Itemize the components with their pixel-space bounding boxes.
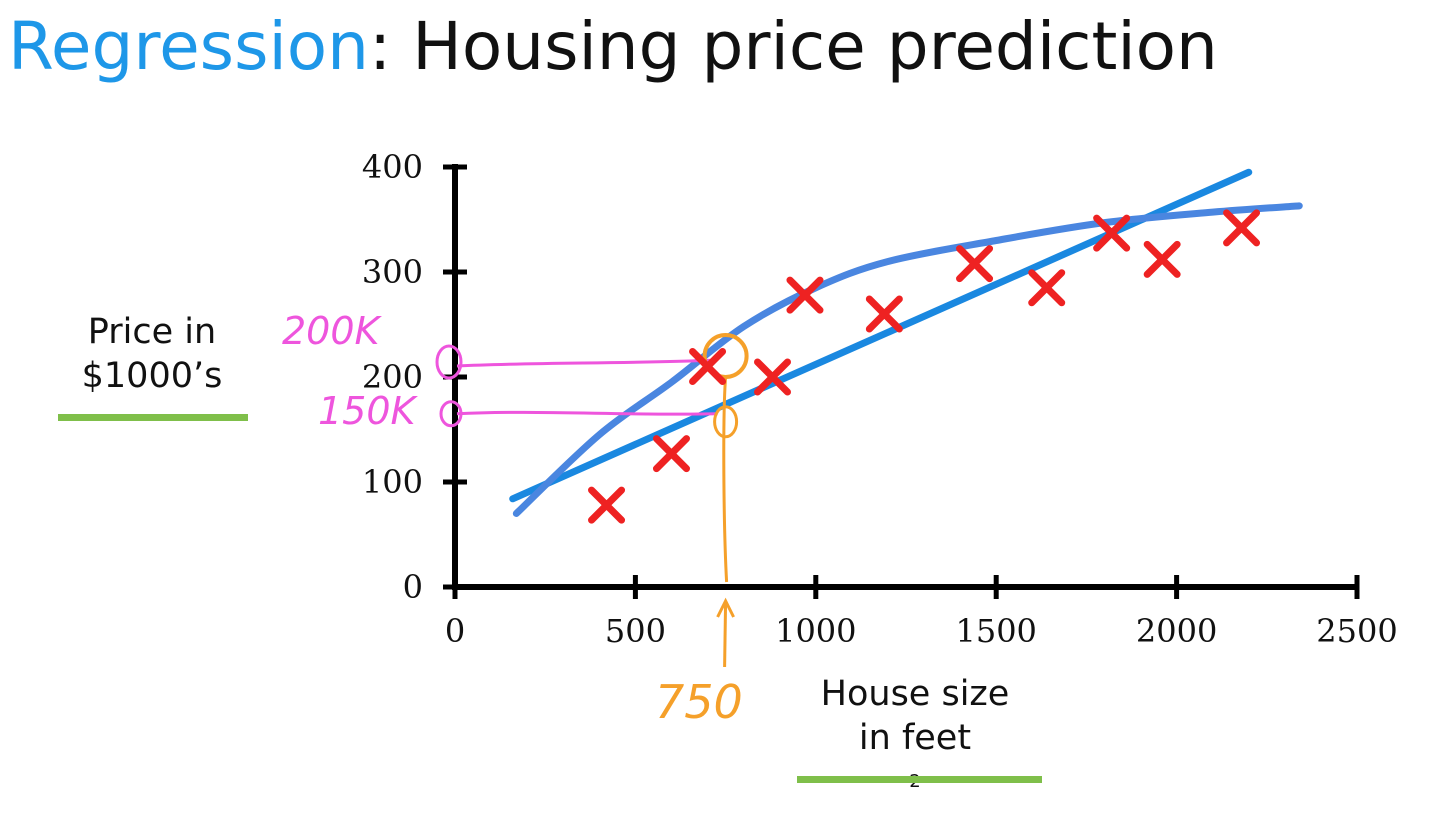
guide-line-200k bbox=[456, 358, 716, 368]
x-axis-label: House size in feet2 bbox=[790, 672, 1040, 814]
x-axis-label-unit: in feet bbox=[858, 718, 972, 758]
data-point bbox=[754, 358, 792, 396]
data-point bbox=[786, 276, 824, 314]
y-axis-label-line1: Price in bbox=[87, 312, 217, 352]
arrow-750-head bbox=[716, 597, 735, 618]
x-tick-label: 1000 bbox=[775, 612, 856, 650]
y-tick-label: 100 bbox=[362, 463, 423, 501]
title-rest: : Housing price prediction bbox=[369, 8, 1218, 85]
straight-fit-line bbox=[509, 168, 1253, 503]
annotation-150k: 150K bbox=[318, 389, 419, 433]
x-tick-label: 500 bbox=[605, 612, 666, 650]
y-axis-label: Price in $1000’s bbox=[62, 310, 242, 398]
arrow-750-shaft bbox=[723, 600, 728, 668]
page-title: Regression: Housing price prediction bbox=[8, 14, 1218, 80]
y-tick-label: 400 bbox=[362, 148, 423, 186]
tick-labels: 0 500 1000 1500 2000 2500 0 100 200 300 400 bbox=[362, 148, 1398, 650]
x-label-underline bbox=[797, 776, 1042, 783]
x-axis-label-line2: in feet2 bbox=[790, 716, 1040, 814]
curve-fit-line bbox=[512, 202, 1303, 517]
x-axis-label-line1: House size bbox=[820, 674, 1010, 714]
data-points bbox=[588, 209, 1261, 524]
data-point bbox=[865, 295, 903, 333]
data-point bbox=[1223, 209, 1261, 247]
data-point bbox=[1143, 240, 1181, 278]
fit-lines bbox=[509, 168, 1303, 517]
x-tick-label: 2500 bbox=[1316, 612, 1397, 650]
data-point bbox=[1093, 214, 1131, 252]
title-highlight: Regression bbox=[8, 8, 370, 85]
guide-line-150k bbox=[456, 410, 718, 416]
annotation-750: 750 bbox=[655, 675, 743, 729]
y-axis-label-line2: $1000’s bbox=[81, 356, 223, 396]
guide-line-750 bbox=[722, 376, 729, 583]
y-tick-label: 200 bbox=[362, 358, 423, 396]
x-tick-label: 1500 bbox=[955, 612, 1036, 650]
axes bbox=[443, 164, 1360, 599]
y-label-underline bbox=[58, 414, 248, 421]
data-point bbox=[956, 245, 994, 283]
data-point bbox=[652, 435, 690, 473]
x-tick-label: 2000 bbox=[1136, 612, 1217, 650]
data-point bbox=[1028, 269, 1066, 307]
circle-200k bbox=[435, 344, 463, 380]
y-tick-label: 0 bbox=[403, 568, 423, 606]
circle-150k bbox=[439, 400, 463, 428]
data-point bbox=[588, 486, 626, 524]
y-tick-label: 300 bbox=[362, 253, 423, 291]
annotation-200k: 200K bbox=[282, 309, 383, 353]
annotations bbox=[435, 333, 749, 668]
data-point bbox=[689, 348, 727, 385]
x-tick-label: 0 bbox=[445, 612, 465, 650]
